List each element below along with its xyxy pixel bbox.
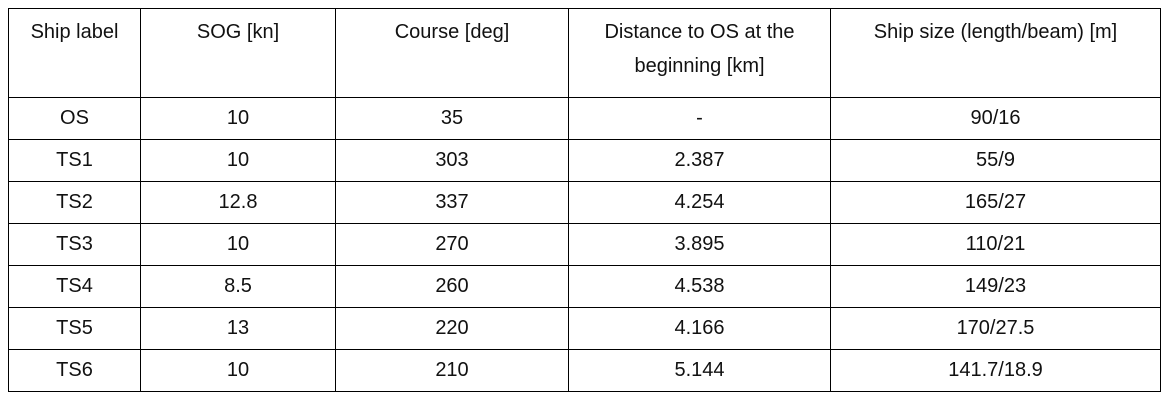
table-cell: 8.5: [140, 265, 336, 308]
table-cell: 10: [140, 139, 336, 182]
table-cell: 55/9: [830, 139, 1161, 182]
table-cell: -: [568, 97, 831, 140]
table-cell: TS6: [8, 349, 141, 392]
table-cell: 2.387: [568, 139, 831, 182]
header-row: Ship label SOG [kn] Course [deg] Distance t…: [8, 8, 1161, 98]
table-row: TS3 10 270 3.895 110/21: [8, 223, 1161, 266]
ship-table: Ship label SOG [kn] Course [deg] Distance t…: [8, 8, 1161, 392]
table-body: OS 10 35-90/16 TS1 10 303 2.387 55/9 TS2 12.8 337 4…: [8, 97, 1161, 392]
table-cell: OS: [8, 97, 141, 140]
table-cell: 3.895: [568, 223, 831, 266]
table-cell: TS1: [8, 139, 141, 182]
table-cell: 90/16: [830, 97, 1161, 140]
table-cell: 110/21: [830, 223, 1161, 266]
table-cell: 5.144: [568, 349, 831, 392]
table-row: TS1 10 303 2.387 55/9: [8, 139, 1161, 182]
header-cell: Ship size (length/beam) [m]: [830, 8, 1161, 98]
table-cell: 10: [140, 349, 336, 392]
table-cell: TS5: [8, 307, 141, 350]
table-row: OS 10 35-90/16: [8, 97, 1161, 140]
table-cell: 270: [335, 223, 569, 266]
table-row: TS2 12.8 337 4.254 165/27: [8, 181, 1161, 224]
table-cell: 165/27: [830, 181, 1161, 224]
header-cell: Distance to OS at the beginning [km]: [568, 8, 831, 98]
table-cell: TS2: [8, 181, 141, 224]
table-cell: 12.8: [140, 181, 336, 224]
table-cell: 35: [335, 97, 569, 140]
table-cell: 337: [335, 181, 569, 224]
table-row: TS6 10 210 5.144 141.7/18.9: [8, 349, 1161, 392]
table-cell: 149/23: [830, 265, 1161, 308]
table-cell: 170/27.5: [830, 307, 1161, 350]
table-head: Ship label SOG [kn] Course [deg] Distance t…: [8, 8, 1161, 98]
header-cell: Course [deg]: [335, 8, 569, 98]
table-cell: 210: [335, 349, 569, 392]
table-cell: TS3: [8, 223, 141, 266]
table-cell: 4.166: [568, 307, 831, 350]
table-cell: 260: [335, 265, 569, 308]
table-cell: 4.254: [568, 181, 831, 224]
table-cell: 10: [140, 223, 336, 266]
table-cell: 220: [335, 307, 569, 350]
table-row: TS5 13 220 4.166 170/27.5: [8, 307, 1161, 350]
table-cell: 13: [140, 307, 336, 350]
header-cell: Ship label: [8, 8, 141, 98]
table-cell: 303: [335, 139, 569, 182]
table-cell: 10: [140, 97, 336, 140]
table-cell: TS4: [8, 265, 141, 308]
table-row: TS4 8.5 260 4.538 149/23: [8, 265, 1161, 308]
header-cell: SOG [kn]: [140, 8, 336, 98]
table-cell: 4.538: [568, 265, 831, 308]
table-cell: 141.7/18.9: [830, 349, 1161, 392]
